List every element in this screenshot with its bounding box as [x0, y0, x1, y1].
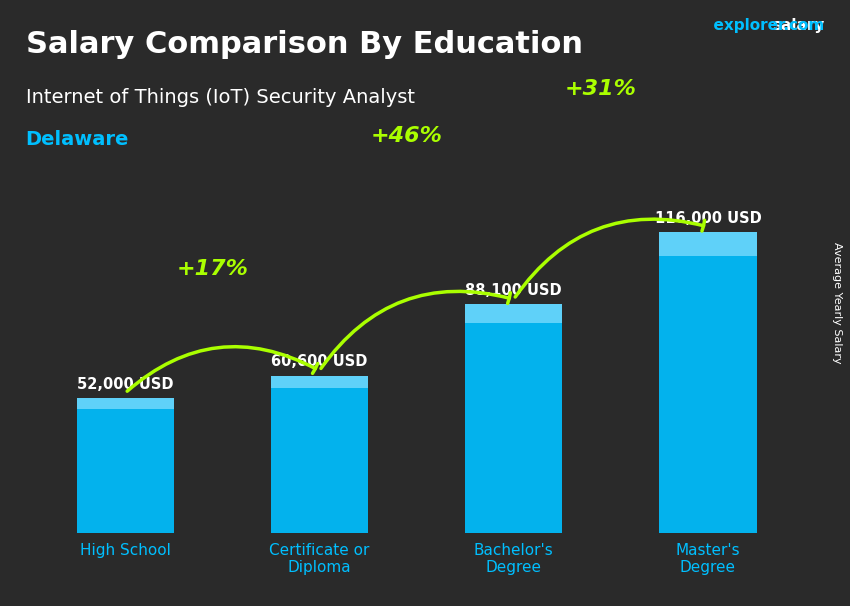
Text: Internet of Things (IoT) Security Analyst: Internet of Things (IoT) Security Analys…	[26, 88, 415, 107]
Bar	[271, 376, 368, 533]
Text: Average Yearly Salary: Average Yearly Salary	[832, 242, 842, 364]
Bar	[465, 304, 562, 323]
Bar	[76, 398, 173, 533]
Text: 60,600 USD: 60,600 USD	[271, 355, 367, 370]
Text: +46%: +46%	[371, 125, 443, 145]
Bar	[660, 232, 756, 533]
Text: 116,000 USD: 116,000 USD	[654, 210, 762, 225]
Text: 88,100 USD: 88,100 USD	[465, 283, 562, 298]
Text: 52,000 USD: 52,000 USD	[76, 377, 173, 391]
Text: explorer.com: explorer.com	[683, 18, 824, 33]
Bar	[465, 304, 562, 533]
Bar	[660, 232, 756, 256]
Text: salary: salary	[772, 18, 824, 33]
Bar	[271, 376, 368, 388]
Text: +17%: +17%	[177, 259, 248, 279]
Text: +31%: +31%	[565, 79, 637, 99]
Text: Delaware: Delaware	[26, 130, 129, 149]
Bar	[76, 398, 173, 409]
Text: Salary Comparison By Education: Salary Comparison By Education	[26, 30, 582, 59]
